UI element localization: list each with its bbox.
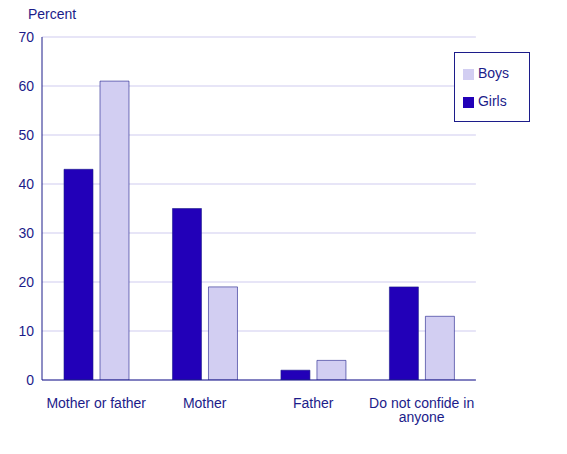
svg-text:Percent: Percent (28, 6, 76, 22)
html-text:Boys: Boys (477, 65, 509, 81)
svg-text:Mother: Mother (183, 395, 227, 411)
svg-text:Father: Father (293, 395, 334, 411)
svg-text:Do not confide inanyone: Do not confide inanyone (369, 395, 474, 425)
svg-text:Mother or father: Mother or father (46, 395, 146, 411)
svg-text:30: 30 (18, 225, 34, 241)
html-text:Girls: Girls (477, 93, 507, 109)
svg-text:20: 20 (18, 274, 34, 290)
svg-text:60: 60 (18, 78, 34, 94)
svg-text:0: 0 (26, 372, 34, 388)
svg-text:50: 50 (18, 127, 34, 143)
svg-text:70: 70 (18, 29, 34, 45)
svg-text:10: 10 (18, 323, 34, 339)
svg-text:40: 40 (18, 176, 34, 192)
